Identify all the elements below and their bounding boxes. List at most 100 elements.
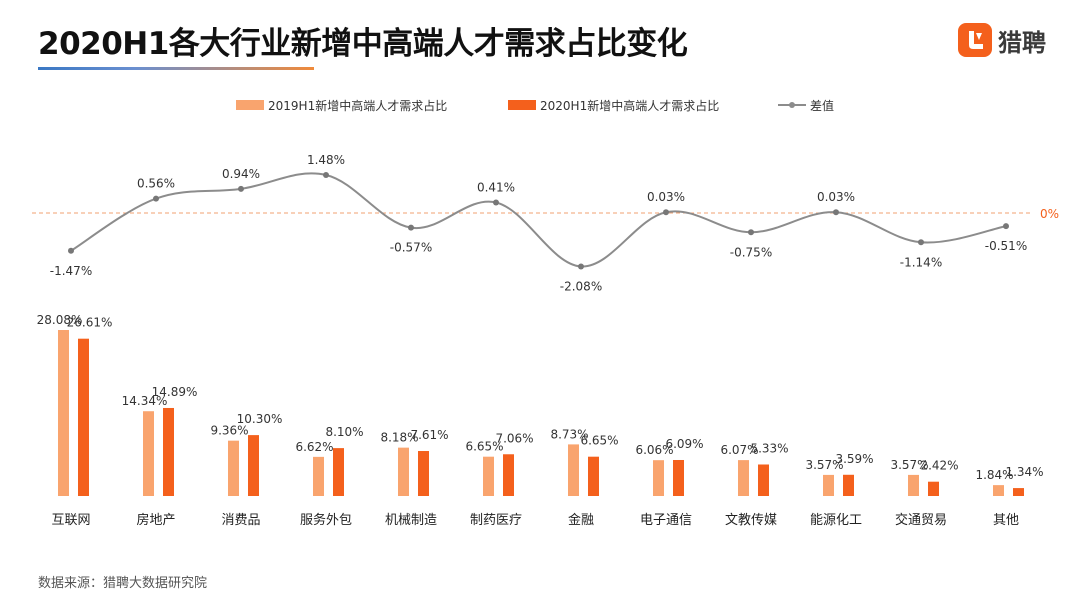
bar-2020-11: [1013, 488, 1024, 496]
data-label-2020-4: 7.61%: [410, 428, 448, 442]
zero-label: 0%: [1040, 207, 1059, 221]
diff-point-5: [493, 199, 499, 206]
bar-2020-8: [758, 464, 769, 496]
diff-point-9: [833, 209, 839, 216]
diff-label-0: -1.47%: [50, 264, 92, 278]
data-label-2019-10: 3.57%: [890, 458, 928, 472]
bar-2019-9: [823, 474, 834, 496]
legend-label-2019: 2019H1新增中高端人才需求占比: [268, 98, 447, 113]
data-label-2019-4: 8.18%: [380, 431, 418, 445]
page-title: 2020H1各大行业新增中高端人才需求占比变化: [38, 26, 688, 62]
category-label-10: 交通贸易: [895, 512, 947, 528]
category-label-3: 服务外包: [300, 512, 352, 528]
diff-point-7: [663, 209, 669, 216]
category-label-11: 其他: [993, 513, 1019, 528]
diff-point-8: [748, 229, 754, 236]
diff-point-0: [68, 247, 74, 254]
brand-logo: 猎聘: [958, 22, 1046, 58]
data-label-2019-8: 6.07%: [720, 443, 758, 457]
data-source-note: 数据来源：猎聘大数据研究院: [38, 576, 208, 591]
legend-swatch-2019: [236, 100, 264, 110]
diff-label-9: 0.03%: [817, 190, 855, 204]
legend-swatch-2020: [508, 100, 536, 110]
bar-2019-0: [58, 330, 69, 496]
diff-label-6: -2.08%: [560, 279, 602, 293]
bar-2020-3: [333, 448, 344, 496]
diff-label-11: -0.51%: [985, 239, 1027, 253]
diff-label-7: 0.03%: [647, 190, 685, 204]
diff-label-8: -0.75%: [730, 245, 772, 259]
data-label-2019-5: 6.65%: [465, 440, 503, 454]
data-label-2020-1: 14.89%: [152, 385, 198, 399]
data-label-2020-6: 6.65%: [580, 434, 618, 448]
category-label-2: 消费品: [221, 513, 260, 528]
diff-series-line: [70, 172, 1007, 268]
bar-2019-7: [653, 460, 664, 496]
diff-point-1: [153, 195, 159, 202]
data-label-2020-7: 6.09%: [665, 437, 703, 451]
bar-2019-11: [993, 485, 1004, 496]
bar-2019-5: [483, 456, 494, 496]
data-label-2019-1: 14.34%: [122, 394, 168, 408]
bar-2020-6: [588, 456, 599, 496]
data-label-2020-9: 3.59%: [835, 452, 873, 466]
data-label-2020-0: 26.61%: [67, 316, 113, 330]
bar-2019-3: [313, 456, 324, 496]
data-label-2020-10: 2.42%: [920, 459, 958, 473]
category-label-7: 电子通信: [640, 513, 692, 528]
diff-point-4: [408, 224, 414, 231]
data-label-2019-2: 9.36%: [210, 424, 248, 438]
category-label-0: 互联网: [51, 513, 90, 528]
category-label-5: 制药医疗: [470, 513, 522, 528]
data-label-2020-8: 5.33%: [750, 441, 788, 455]
diff-label-3: 1.48%: [307, 153, 345, 167]
legend-marker-diff: [789, 102, 795, 108]
bar-2020-2: [248, 435, 259, 496]
bar-2020-0: [78, 338, 89, 496]
bar-2019-1: [143, 411, 154, 496]
data-label-2020-2: 10.30%: [237, 412, 283, 426]
bar-2019-10: [908, 474, 919, 496]
diff-point-2: [238, 185, 244, 192]
bar-2019-8: [738, 460, 749, 496]
liepin-logo-icon: [958, 23, 992, 57]
bar-2020-4: [418, 451, 429, 496]
bar-2020-9: [843, 474, 854, 496]
diff-label-5: 0.41%: [477, 180, 515, 194]
data-label-2019-9: 3.57%: [805, 458, 843, 472]
diff-point-11: [1003, 223, 1009, 230]
bar-2020-10: [928, 481, 939, 496]
category-label-1: 房地产: [136, 512, 175, 528]
bar-2020-7: [673, 459, 684, 496]
data-label-2019-6: 8.73%: [550, 427, 588, 441]
bar-2019-2: [228, 440, 239, 496]
bar-2019-4: [398, 447, 409, 496]
legend-label-diff: 差值: [810, 98, 834, 113]
data-label-2019-11: 1.84%: [975, 468, 1013, 482]
legend-label-2020: 2020H1新增中高端人才需求占比: [540, 98, 719, 113]
data-label-2020-11: 1.34%: [1005, 465, 1043, 479]
chart-legend: 2019H1新增中高端人才需求占比 2020H1新增中高端人才需求占比 差值: [236, 98, 834, 113]
data-label-2019-3: 6.62%: [295, 440, 333, 454]
diff-point-6: [578, 263, 584, 270]
diff-label-1: 0.56%: [137, 177, 175, 191]
data-label-2019-0: 28.08%: [37, 313, 83, 327]
data-label-2019-7: 6.06%: [635, 443, 673, 457]
diff-point-3: [323, 171, 329, 178]
bar-2020-5: [503, 454, 514, 496]
category-label-4: 机械制造: [385, 513, 437, 528]
data-label-2020-3: 8.10%: [325, 425, 363, 439]
category-label-9: 能源化工: [810, 513, 862, 528]
diff-label-10: -1.14%: [900, 255, 942, 269]
diff-point-10: [918, 239, 924, 246]
bar-2020-1: [163, 407, 174, 496]
data-label-2020-5: 7.06%: [495, 431, 533, 445]
logo-text: 猎聘: [998, 28, 1046, 57]
category-label-8: 文教传媒: [725, 512, 777, 528]
title-underline: [38, 67, 314, 70]
category-label-6: 金融: [568, 512, 594, 528]
diff-label-2: 0.94%: [222, 167, 260, 181]
diff-label-4: -0.57%: [390, 241, 432, 255]
bar-2019-6: [568, 444, 579, 496]
